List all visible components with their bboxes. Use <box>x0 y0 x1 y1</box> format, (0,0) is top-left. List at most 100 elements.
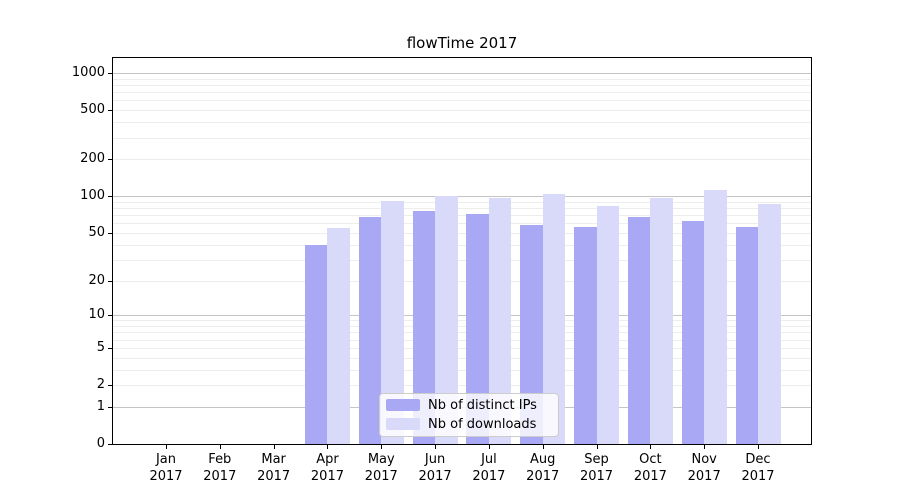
x-tick-mark <box>650 444 652 449</box>
x-tick-mark <box>704 444 706 449</box>
y-tick-mark <box>108 73 113 74</box>
x-tick-mark <box>273 444 275 449</box>
gridline <box>113 159 811 161</box>
major-gridline <box>113 196 811 198</box>
minor-gridline <box>113 92 811 94</box>
minor-gridline <box>113 244 811 246</box>
bar-downloads <box>650 197 673 444</box>
x-tick-mark <box>758 444 759 449</box>
legend: Nb of distinct IPs Nb of downloads <box>379 393 559 437</box>
bar-downloads <box>381 201 404 444</box>
minor-gridline <box>113 78 811 80</box>
minor-gridline <box>113 201 811 203</box>
y-tick-label: 20 <box>88 272 105 288</box>
x-tick-label: Dec 2017 <box>741 452 775 484</box>
x-tick-label: Feb 2017 <box>203 452 237 484</box>
gridline <box>113 280 811 282</box>
minor-gridline <box>113 259 811 261</box>
x-tick-mark <box>327 444 329 449</box>
legend-label-downloads: Nb of downloads <box>428 416 537 432</box>
x-tick-mark <box>596 444 598 449</box>
minor-gridline <box>113 369 811 371</box>
x-tick-label: Aug 2017 <box>526 452 560 484</box>
y-tick-mark <box>108 406 113 408</box>
minor-gridline <box>113 339 811 341</box>
y-tick-label: 100 <box>80 188 105 204</box>
y-tick-mark <box>108 315 113 317</box>
minor-gridline <box>113 215 811 217</box>
major-gridline <box>113 73 811 74</box>
x-tick-mark <box>219 444 221 449</box>
legend-swatch-distinct-ips-icon <box>386 399 420 411</box>
bar-distinct-ips <box>574 226 597 444</box>
x-tick-label: Apr 2017 <box>310 452 344 484</box>
bar-downloads <box>758 203 781 444</box>
x-tick-label: Oct 2017 <box>633 452 667 484</box>
bar-distinct-ips <box>358 216 382 444</box>
legend-label-distinct-ips: Nb of distinct IPs <box>428 397 537 413</box>
x-tick-mark <box>166 444 167 449</box>
y-tick-label: 200 <box>80 151 105 167</box>
y-tick-mark <box>108 159 113 161</box>
bar-downloads <box>596 206 620 444</box>
y-tick-label: 1 <box>96 398 105 414</box>
minor-gridline <box>113 320 811 322</box>
minor-gridline <box>113 357 811 359</box>
gridline <box>113 110 811 112</box>
bar-distinct-ips <box>304 244 328 444</box>
y-tick-label: 1000 <box>71 65 105 80</box>
bar-distinct-ips <box>627 216 651 444</box>
legend-item-distinct-ips: Nb of distinct IPs <box>386 397 550 413</box>
bar-downloads <box>542 193 566 444</box>
legend-item-downloads: Nb of downloads <box>386 416 550 432</box>
bar-downloads <box>327 227 350 444</box>
y-tick-mark <box>108 196 113 198</box>
minor-gridline <box>113 137 811 139</box>
minor-gridline <box>113 332 811 334</box>
bar-distinct-ips <box>412 211 436 444</box>
bar-downloads <box>488 197 512 444</box>
bar-distinct-ips <box>735 226 758 444</box>
x-tick-mark <box>435 444 437 449</box>
legend-swatch-downloads-icon <box>386 418 420 430</box>
y-tick-label: 10 <box>88 307 105 323</box>
bar-distinct-ips <box>466 214 489 444</box>
major-gridline <box>113 315 811 317</box>
y-tick-label: 0 <box>96 436 105 451</box>
x-tick-label: May 2017 <box>364 452 398 484</box>
x-tick-label: Mar 2017 <box>257 452 291 484</box>
gridline <box>113 347 811 349</box>
minor-gridline <box>113 223 811 225</box>
y-tick-label: 500 <box>80 102 105 118</box>
y-tick-mark <box>108 232 113 234</box>
y-tick-label: 5 <box>96 339 105 355</box>
y-tick-label: 50 <box>88 224 105 240</box>
gridline <box>113 232 811 234</box>
plot-area: 0 1 2 5 10 20 50 100 200 500 1000 Jan 2017 Feb 2017 Mar… <box>72 57 812 484</box>
y-tick-mark <box>108 110 113 112</box>
x-tick-mark <box>381 444 383 449</box>
bar-downloads <box>704 189 727 444</box>
gridline <box>113 385 811 386</box>
minor-gridline <box>113 84 811 86</box>
minor-gridline <box>113 122 811 124</box>
y-tick-mark <box>108 347 113 349</box>
minor-gridline <box>113 208 811 210</box>
y-tick-mark <box>108 444 113 445</box>
bar-distinct-ips <box>520 225 543 444</box>
y-tick-mark <box>108 280 113 282</box>
bar-downloads <box>435 196 458 444</box>
x-tick-label: Jun 2017 <box>418 452 452 484</box>
y-tick-label: 2 <box>96 377 105 392</box>
chart-title: flowTime 2017 <box>406 34 518 52</box>
minor-gridline <box>113 100 811 102</box>
x-tick-mark <box>488 444 490 449</box>
minor-gridline <box>113 326 811 327</box>
bar-distinct-ips <box>681 220 705 444</box>
x-tick-label: Nov 2017 <box>687 452 721 484</box>
x-tick-label: Sep 2017 <box>579 452 614 484</box>
x-tick-mark <box>542 444 544 449</box>
x-tick-label: Jan 2017 <box>149 452 183 484</box>
x-tick-label: Jul 2017 <box>472 452 506 484</box>
